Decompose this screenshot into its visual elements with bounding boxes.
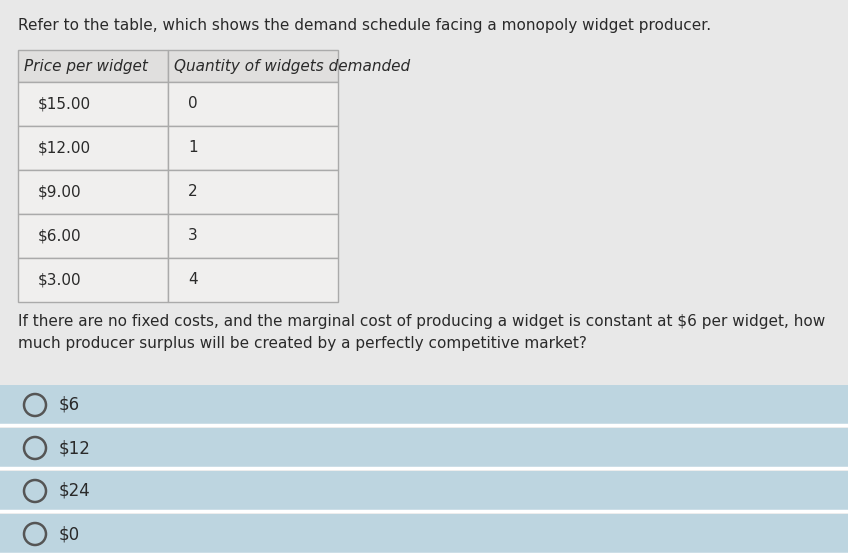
- Text: $12: $12: [59, 439, 91, 457]
- Text: $3.00: $3.00: [38, 273, 81, 288]
- Bar: [168, 258, 338, 302]
- Bar: [18, 170, 168, 214]
- Bar: [168, 50, 338, 82]
- Bar: [0, 385, 848, 425]
- Text: $0: $0: [59, 525, 80, 543]
- Text: 1: 1: [188, 141, 198, 156]
- Bar: [168, 214, 338, 258]
- Text: $6: $6: [59, 396, 80, 414]
- Bar: [168, 126, 338, 170]
- Bar: [0, 471, 848, 511]
- Text: Price per widget: Price per widget: [24, 59, 148, 74]
- Bar: [18, 214, 168, 258]
- Text: $6.00: $6.00: [38, 228, 81, 244]
- Bar: [168, 170, 338, 214]
- Bar: [18, 258, 168, 302]
- Text: Quantity of widgets demanded: Quantity of widgets demanded: [174, 59, 410, 74]
- Bar: [168, 82, 338, 126]
- Text: 0: 0: [188, 96, 198, 111]
- Text: $9.00: $9.00: [38, 184, 81, 199]
- Bar: [18, 50, 168, 82]
- Text: Refer to the table, which shows the demand schedule facing a monopoly widget pro: Refer to the table, which shows the dema…: [18, 18, 711, 33]
- Bar: [18, 126, 168, 170]
- Text: 3: 3: [188, 228, 198, 244]
- Text: If there are no fixed costs, and the marginal cost of producing a widget is cons: If there are no fixed costs, and the mar…: [18, 314, 825, 351]
- Bar: [0, 428, 848, 468]
- Text: 4: 4: [188, 273, 198, 288]
- Text: $24: $24: [59, 482, 91, 500]
- Text: 2: 2: [188, 184, 198, 199]
- Text: $15.00: $15.00: [38, 96, 91, 111]
- Text: $12.00: $12.00: [38, 141, 91, 156]
- Bar: [0, 514, 848, 554]
- Bar: [18, 82, 168, 126]
